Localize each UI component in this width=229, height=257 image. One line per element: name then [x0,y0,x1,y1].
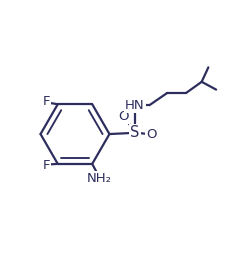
Text: O: O [118,110,128,123]
Text: F: F [43,159,50,171]
Text: F: F [43,96,50,108]
Text: O: O [146,127,156,141]
Text: HN: HN [125,99,144,112]
Text: NH₂: NH₂ [86,172,111,185]
Text: S: S [130,125,139,140]
